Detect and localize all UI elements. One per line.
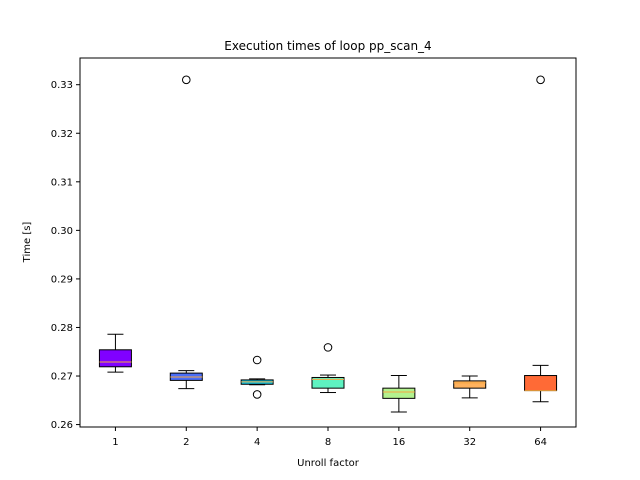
iqr-box bbox=[311, 376, 345, 389]
x-tick-label: 1 bbox=[112, 437, 118, 448]
y-tick-label: 0.32 bbox=[51, 129, 73, 140]
outlier-point bbox=[181, 75, 191, 85]
y-tick-label: 0.30 bbox=[51, 226, 73, 237]
y-tick-label: 0.28 bbox=[51, 323, 73, 334]
box-8 bbox=[311, 343, 345, 394]
x-tick-label: 16 bbox=[392, 437, 405, 448]
outlier-point bbox=[252, 390, 262, 399]
x-tick-label: 2 bbox=[183, 437, 189, 448]
x-axis: 1 2 4 8 16 32 64 bbox=[112, 427, 547, 448]
box-64 bbox=[524, 75, 558, 403]
plot-area bbox=[98, 75, 558, 413]
box-32 bbox=[453, 375, 487, 399]
box-2 bbox=[169, 75, 203, 390]
outlier-point bbox=[536, 75, 545, 85]
outlier-point bbox=[323, 343, 333, 352]
y-tick-label: 0.33 bbox=[51, 80, 73, 91]
chart-title: Execution times of loop pp_scan_4 bbox=[224, 39, 431, 53]
box-1 bbox=[98, 333, 132, 373]
iqr-box bbox=[453, 380, 487, 389]
box-4 bbox=[240, 355, 274, 399]
y-tick-label: 0.27 bbox=[51, 372, 73, 383]
x-tick-label: 4 bbox=[254, 437, 260, 448]
outlier-point bbox=[252, 355, 262, 365]
y-tick-label: 0.31 bbox=[51, 177, 73, 188]
axes-frame bbox=[79, 57, 577, 428]
iqr-box bbox=[98, 349, 132, 368]
x-tick-label: 32 bbox=[463, 437, 476, 448]
x-tick-label: 64 bbox=[534, 437, 547, 448]
x-axis-label: Unroll factor bbox=[297, 458, 360, 469]
y-axis: 0.26 0.27 0.28 0.29 0.30 0.31 0.32 0.33 bbox=[51, 80, 80, 431]
y-tick-label: 0.29 bbox=[51, 274, 73, 285]
box-16 bbox=[382, 375, 416, 413]
x-tick-label: 8 bbox=[325, 437, 331, 448]
y-tick-label: 0.26 bbox=[51, 420, 73, 431]
iqr-box bbox=[382, 387, 416, 399]
iqr-box bbox=[524, 375, 558, 392]
y-axis-label: Time [s] bbox=[22, 222, 33, 264]
